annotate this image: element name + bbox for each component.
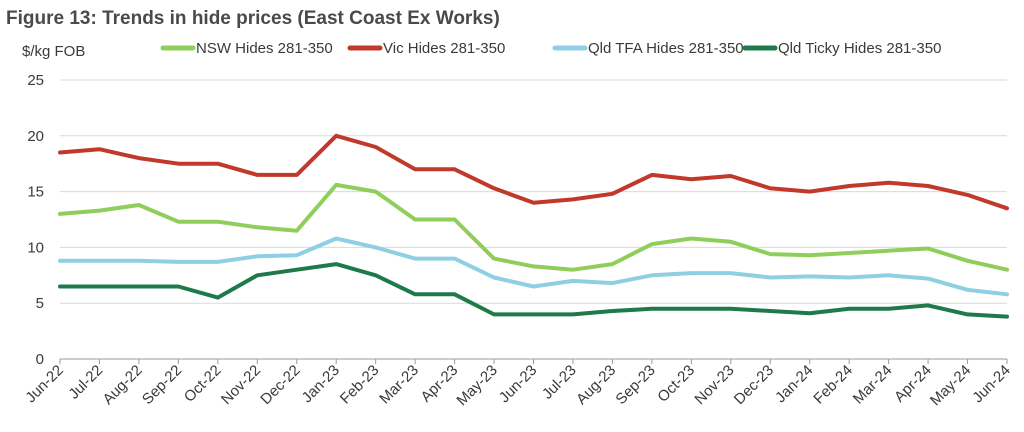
x-tick-label: May-24 xyxy=(927,362,974,409)
x-tick-label: Jun-24 xyxy=(969,362,1013,406)
x-tick-label: Jan-23 xyxy=(299,362,343,406)
legend-label-0: NSW Hides 281-350 xyxy=(196,40,333,57)
x-axis: Jun-22Jul-22Aug-22Sep-22Oct-22Nov-22Dec-… xyxy=(22,359,1014,409)
x-tick-label: Mar-24 xyxy=(850,362,896,408)
y-tick-label: 15 xyxy=(27,184,44,201)
x-tick-label: Feb-23 xyxy=(337,362,383,408)
series-lines xyxy=(58,133,1009,319)
legend-label-2: Qld TFA Hides 281-350 xyxy=(588,40,744,57)
x-tick-label: Dec-22 xyxy=(257,362,303,408)
y-tick-label: 20 xyxy=(27,128,44,145)
x-tick-label: Jan-24 xyxy=(772,362,816,406)
x-tick-label: Dec-23 xyxy=(731,362,777,408)
x-tick-label: Nov-23 xyxy=(691,362,737,408)
y-axis-label: $/kg FOB xyxy=(22,43,86,60)
legend-label-1: Vic Hides 281-350 xyxy=(383,40,505,57)
y-tick-label: 10 xyxy=(27,239,44,256)
x-tick-label: Feb-24 xyxy=(810,362,856,408)
x-tick-label: May-23 xyxy=(453,362,500,409)
x-tick-label: Mar-23 xyxy=(376,362,422,408)
series-line-1 xyxy=(58,133,1009,211)
gridlines xyxy=(60,79,1007,360)
y-tick-label: 25 xyxy=(27,72,44,89)
x-tick-label: Jun-23 xyxy=(496,362,540,406)
x-tick-label: Sep-22 xyxy=(139,362,185,408)
x-tick-label: Sep-23 xyxy=(612,362,658,408)
x-tick-label: Oct-22 xyxy=(181,362,225,406)
series-line-2 xyxy=(58,236,1009,297)
x-tick-label: Nov-22 xyxy=(218,362,264,408)
series-line-0 xyxy=(58,182,1009,272)
legend-label-3: Qld Ticky Hides 281-350 xyxy=(778,40,941,57)
series-line-3 xyxy=(58,262,1009,319)
x-tick-label: Jun-22 xyxy=(22,362,66,406)
x-tick-label: Aug-23 xyxy=(573,362,619,408)
chart-title: Figure 13: Trends in hide prices (East C… xyxy=(6,8,500,29)
y-tick-label: 5 xyxy=(36,295,44,312)
x-tick-label: Oct-23 xyxy=(654,362,698,406)
legend: NSW Hides 281-350 Vic Hides 281-350 Qld TF… xyxy=(160,40,941,57)
y-tick-label: 0 xyxy=(36,351,44,368)
y-axis: 0 5 10 15 20 25 xyxy=(27,72,44,368)
x-tick-label: Aug-22 xyxy=(100,362,146,408)
